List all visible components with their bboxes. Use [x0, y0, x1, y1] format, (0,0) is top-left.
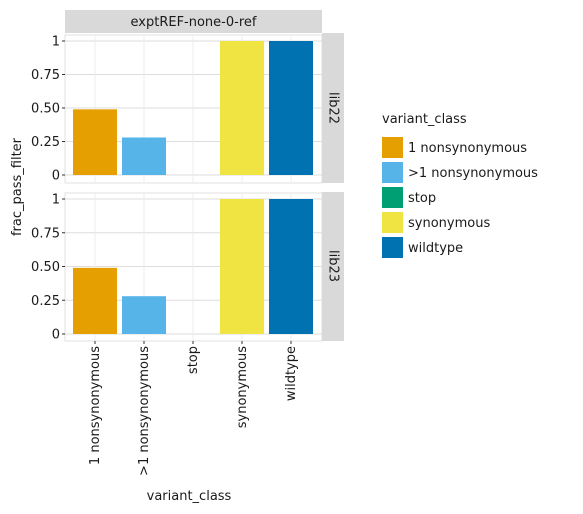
facet-strip-top [65, 10, 322, 33]
y-tick-label-lib23-2: 0.50 [31, 260, 60, 275]
legend-label-4: wildtype [408, 241, 463, 256]
facet-strip-lib23-label: lib23 [326, 250, 341, 282]
facet-strip-lib22 [322, 33, 344, 183]
bar-lib23-4 [269, 199, 313, 334]
legend-label-1: >1 nonsynonymous [408, 166, 538, 181]
legend-title: variant_class [382, 112, 467, 127]
legend-key-1 [382, 162, 403, 183]
bar-lib22-1 [122, 137, 166, 175]
legend-key-2 [382, 187, 403, 208]
y-tick-label-lib23-3: 0.75 [31, 226, 60, 241]
x-tick-label-3: synonymous [235, 346, 250, 428]
x-tick-label-4: wildtype [284, 346, 299, 401]
x-tick-label-2: stop [186, 346, 201, 374]
y-tick-label-lib22-2: 0.50 [31, 102, 60, 117]
legend-key-4 [382, 237, 403, 258]
y-tick-label-lib23-4: 1 [52, 193, 60, 208]
y-axis-title: frac_pass_filter [10, 137, 25, 236]
bar-lib22-4 [269, 41, 313, 175]
y-tick-label-lib22-4: 1 [52, 35, 60, 50]
legend-key-3 [382, 212, 403, 233]
y-tick-label-lib22-0: 0 [52, 169, 60, 184]
bar-lib22-3 [220, 41, 264, 175]
y-tick-label-lib22-3: 0.75 [31, 68, 60, 83]
bar-layer [73, 41, 313, 334]
legend: 1 nonsynonymous >1 nonsynonymous stop synon… [382, 137, 538, 258]
legend-key-0 [382, 137, 403, 158]
facet-strip-top-label: exptREF-none-0-ref [131, 15, 257, 30]
y-tick-label-lib23-1: 0.25 [31, 294, 60, 309]
facet-strip-lib22-label: lib22 [326, 92, 341, 124]
x-tick-label-0: 1 nonsynonymous [88, 346, 103, 465]
facet-strip-lib23 [322, 192, 344, 341]
legend-label-3: synonymous [408, 216, 490, 231]
bar-lib23-3 [220, 199, 264, 334]
y-tick-label-lib23-0: 0 [52, 328, 60, 343]
y-tick-label-lib22-1: 0.25 [31, 135, 60, 150]
x-axis-title: variant_class [147, 489, 232, 504]
bar-lib23-0 [73, 267, 117, 334]
axis-layer: 0 0.25 0.50 0.75 1 0 0.25 0.50 0.75 1 1 nonsynonym… [31, 35, 299, 476]
x-tick-label-1: >1 nonsynonymous [137, 346, 152, 476]
bar-lib22-0 [73, 109, 117, 175]
legend-label-0: 1 nonsynonymous [408, 141, 527, 156]
legend-label-2: stop [408, 191, 436, 206]
bar-lib23-1 [122, 296, 166, 334]
